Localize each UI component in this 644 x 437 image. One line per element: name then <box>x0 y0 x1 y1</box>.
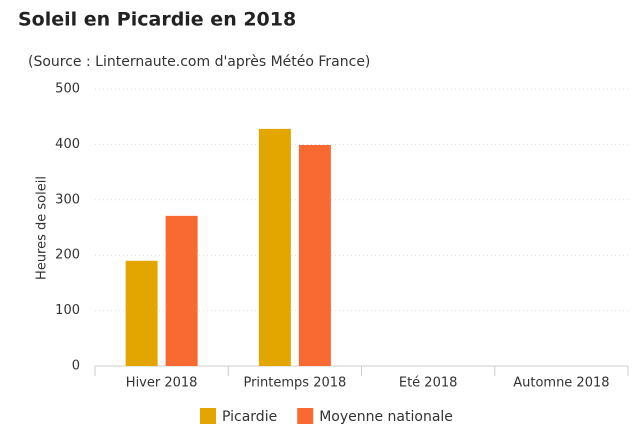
y-tick-label: 300 <box>55 192 80 207</box>
x-tick-label: Hiver 2018 <box>126 376 198 391</box>
y-tick-label: 200 <box>55 248 80 263</box>
legend-swatch <box>297 408 314 424</box>
bar <box>258 128 291 366</box>
x-tick-label: Automne 2018 <box>513 376 609 391</box>
y-tick-label: 0 <box>72 359 80 374</box>
y-tick-label: 500 <box>55 82 80 97</box>
y-tick-label: 100 <box>55 303 80 318</box>
y-axis-label: Heures de soleil <box>35 176 50 280</box>
x-tick-label: Eté 2018 <box>399 376 458 391</box>
chart-subtitle: (Source : Linternaute.com d'après Météo … <box>28 54 370 70</box>
y-tick-label: 400 <box>55 137 80 152</box>
legend-swatch <box>200 408 216 424</box>
legend-label: Moyenne nationale <box>319 409 453 425</box>
chart-title: Soleil en Picardie en 2018 <box>18 9 296 31</box>
bar <box>298 144 331 366</box>
bar <box>125 260 158 366</box>
legend-label: Picardie <box>222 409 277 425</box>
bar <box>165 215 198 366</box>
x-tick-label: Printemps 2018 <box>243 376 346 391</box>
